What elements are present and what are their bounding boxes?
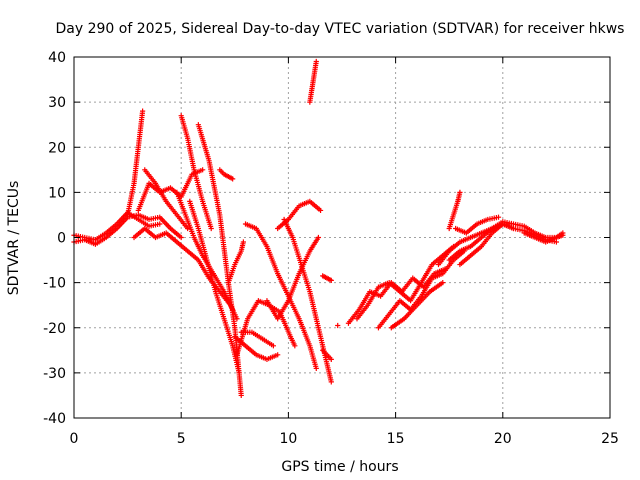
data-point — [238, 392, 244, 399]
data-point — [208, 225, 214, 232]
y-tick-label: 0 — [57, 231, 66, 247]
grid — [74, 57, 610, 418]
x-tick-label: 20 — [494, 431, 512, 447]
data-point — [495, 214, 502, 220]
data-point — [313, 58, 319, 65]
data-point — [328, 356, 334, 362]
data-point — [440, 280, 446, 286]
x-tick-label: 15 — [387, 431, 405, 447]
x-tick-label: 25 — [601, 431, 619, 447]
data-point — [313, 365, 319, 371]
chart-title: Day 290 of 2025, Sidereal Day-to-day VTE… — [56, 21, 625, 37]
data-point — [200, 167, 206, 173]
x-axis-label: GPS time / hours — [281, 459, 398, 475]
data-point — [178, 234, 184, 241]
y-tick-label: 20 — [48, 140, 66, 156]
x-tick-label: 10 — [279, 431, 297, 447]
data-point — [328, 379, 334, 385]
data-marks — [71, 58, 566, 399]
y-tick-label: 40 — [48, 50, 66, 66]
y-axis-label: SDTVAR / TECUs — [6, 181, 22, 296]
y-tick-label: -40 — [43, 411, 66, 427]
data-point — [315, 234, 322, 241]
data-point — [240, 239, 246, 245]
y-tick-label: 10 — [48, 185, 66, 201]
data-point — [457, 189, 463, 195]
data-point — [157, 221, 163, 227]
data-point — [553, 239, 559, 245]
data-point — [270, 343, 276, 349]
y-tick-label: 30 — [48, 95, 66, 111]
data-point — [140, 108, 146, 114]
y-tick-label: -30 — [43, 366, 66, 382]
data-point — [560, 232, 566, 238]
y-tick-label: -10 — [43, 276, 66, 292]
x-tick-label: 0 — [70, 431, 79, 447]
data-point — [317, 207, 324, 214]
data-point — [328, 277, 334, 283]
data-point — [230, 176, 236, 182]
x-tick-label: 5 — [177, 431, 186, 447]
data-point — [275, 352, 281, 358]
data-point — [230, 307, 236, 313]
axis-ticks: 0 5 10 15 20 25 -40 -30 -20 -10 0 10 20 30 40 — [43, 50, 619, 447]
data-point — [335, 322, 341, 329]
data-point — [292, 343, 298, 349]
data-point — [236, 370, 242, 376]
y-tick-label: -20 — [43, 321, 66, 337]
